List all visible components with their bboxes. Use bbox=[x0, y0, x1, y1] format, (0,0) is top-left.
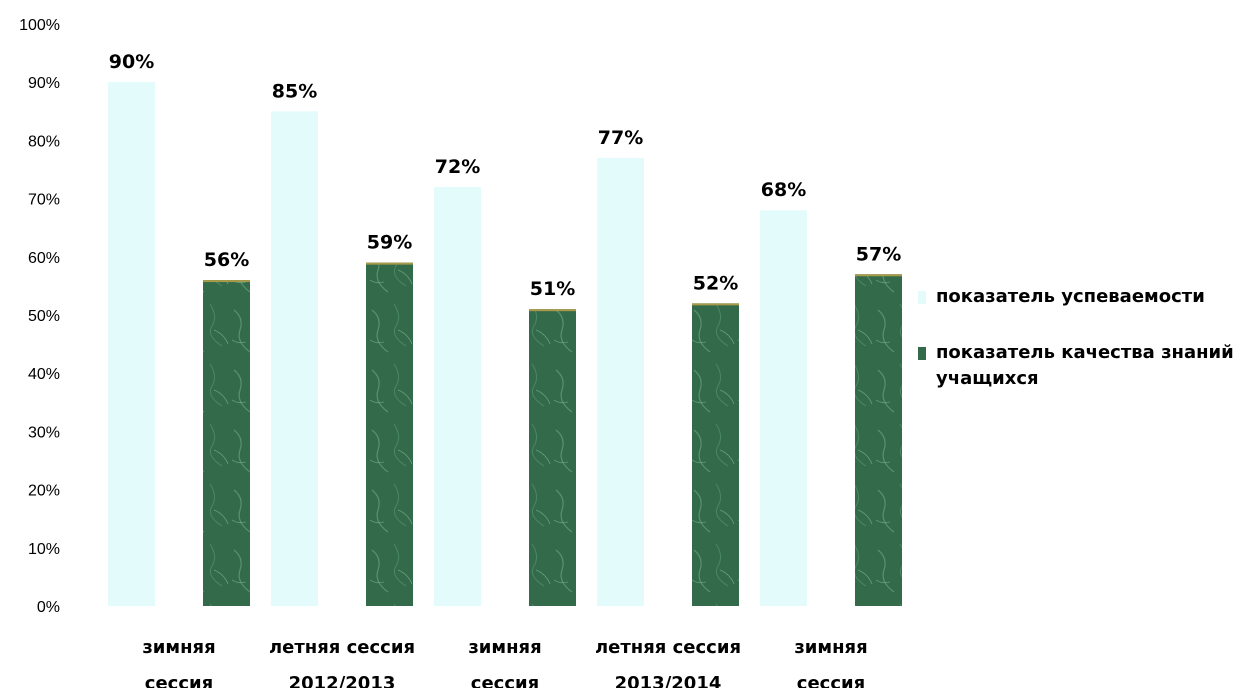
data-label-quality: 59% bbox=[367, 232, 412, 254]
y-tick-label: 100% bbox=[19, 17, 60, 34]
bar-quality bbox=[366, 262, 413, 606]
y-tick-label: 70% bbox=[28, 192, 60, 209]
bar-success bbox=[108, 82, 155, 606]
bar-quality-top-edge bbox=[855, 274, 902, 277]
y-tick-label: 0% bbox=[37, 599, 60, 616]
y-tick-label: 10% bbox=[28, 541, 60, 558]
y-axis: 0% 10% 20% 30% 40% 50% 60% 70% 80% 90% 100% bbox=[19, 17, 60, 616]
category-label: зимняя bbox=[468, 637, 541, 658]
data-label-quality: 51% bbox=[530, 278, 575, 300]
bar-quality-top-edge bbox=[203, 280, 250, 283]
bar-quality-top-edge bbox=[692, 303, 739, 306]
legend: показатель успеваемости показатель качес… bbox=[918, 284, 1248, 422]
category-label: 2013/2014 bbox=[615, 673, 722, 688]
category-label: летняя сессия bbox=[269, 637, 415, 658]
bar-quality bbox=[529, 309, 576, 606]
legend-label-success: показатель успеваемости bbox=[936, 286, 1205, 307]
data-label-success: 72% bbox=[435, 156, 480, 178]
bar-quality-top-edge bbox=[366, 262, 413, 265]
bar-quality-top-edge bbox=[529, 309, 576, 312]
data-label-success: 77% bbox=[598, 127, 643, 149]
bar-success bbox=[434, 186, 481, 606]
category-label: зимняя bbox=[142, 637, 215, 658]
data-label-quality: 57% bbox=[856, 243, 901, 265]
y-tick-label: 40% bbox=[28, 366, 60, 383]
category-label: зимняя bbox=[794, 637, 867, 658]
data-label-success: 90% bbox=[109, 51, 154, 73]
data-label-quality: 52% bbox=[693, 272, 738, 294]
bar-quality bbox=[203, 280, 250, 606]
bar-success bbox=[760, 210, 807, 607]
data-label-success: 68% bbox=[761, 179, 806, 201]
category-label: 2012/2013 bbox=[289, 673, 396, 688]
y-tick-label: 30% bbox=[28, 424, 60, 441]
data-labels: 90% 56% 85% 59% 72% 51% 77% 52% 68% 57% bbox=[109, 51, 901, 300]
bar-success bbox=[597, 157, 644, 607]
y-tick-label: 20% bbox=[28, 483, 60, 500]
bar-success bbox=[271, 111, 318, 607]
category-label: сессия bbox=[797, 673, 865, 688]
legend-swatch-success bbox=[918, 291, 926, 304]
data-label-success: 85% bbox=[272, 80, 317, 102]
bar-quality bbox=[855, 274, 902, 606]
legend-item-success: показатель успеваемости bbox=[918, 284, 1248, 310]
y-tick-label: 60% bbox=[28, 250, 60, 267]
legend-item-quality: показатель качества знаний учащихся bbox=[918, 340, 1248, 392]
bar-quality bbox=[692, 303, 739, 606]
y-tick-label: 90% bbox=[28, 75, 60, 92]
legend-label-quality: показатель качества знаний учащихся bbox=[936, 342, 1234, 389]
category-labels: зимняя сессия летняя сессия 2012/2013 зимняя… bbox=[142, 637, 867, 688]
bars bbox=[108, 82, 902, 607]
category-label: сессия bbox=[145, 673, 213, 688]
category-label: сессия bbox=[471, 673, 539, 688]
category-label: летняя сессия bbox=[595, 637, 741, 658]
data-label-quality: 56% bbox=[204, 249, 249, 271]
legend-swatch-quality bbox=[918, 347, 926, 360]
y-tick-label: 50% bbox=[28, 308, 60, 325]
y-tick-label: 80% bbox=[28, 133, 60, 150]
